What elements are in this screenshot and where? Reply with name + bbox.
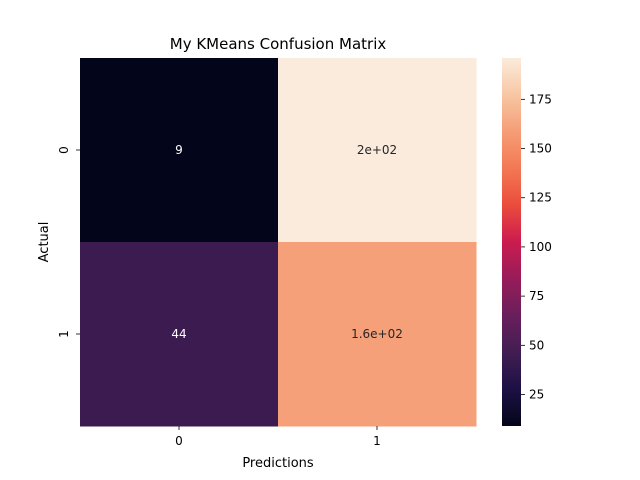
heatmap-cell-labels: 9 2e+02 44 1.6e+02 xyxy=(171,143,403,341)
colorbar xyxy=(502,58,521,426)
heatmap-cell xyxy=(278,58,477,243)
x-axis-label: Predictions xyxy=(242,456,314,471)
heatmap-cell-label: 9 xyxy=(175,143,183,157)
heatmap-cell xyxy=(80,58,279,243)
x-tick-label: 0 xyxy=(175,434,183,448)
chart-title: My KMeans Confusion Matrix xyxy=(170,35,387,53)
y-tick-label: 0 xyxy=(57,146,71,154)
colorbar-ticks: 25 50 75 100 125 150 175 xyxy=(521,92,552,402)
y-tick-label: 1 xyxy=(57,330,71,338)
heatmap-cell xyxy=(278,242,477,427)
colorbar-tick-label: 75 xyxy=(529,289,544,303)
x-tick-label: 1 xyxy=(373,434,381,448)
heatmap-cell-label: 44 xyxy=(171,327,186,341)
heatmap-cell-label: 1.6e+02 xyxy=(351,327,403,341)
colorbar-tick-label: 150 xyxy=(529,142,552,156)
y-axis-ticks: 01 xyxy=(57,146,80,338)
y-axis-label: Actual xyxy=(37,222,52,263)
colorbar-tick-label: 50 xyxy=(529,338,544,352)
heatmap-cell xyxy=(80,242,279,427)
colorbar-tick-label: 125 xyxy=(529,191,552,205)
colorbar-tick-label: 100 xyxy=(529,240,552,254)
colorbar-gradient xyxy=(502,58,521,426)
colorbar-tick-label: 175 xyxy=(529,92,552,106)
heatmap-cell-label: 2e+02 xyxy=(357,143,397,157)
heatmap-cells xyxy=(80,58,477,427)
colorbar-tick-label: 25 xyxy=(529,388,544,402)
